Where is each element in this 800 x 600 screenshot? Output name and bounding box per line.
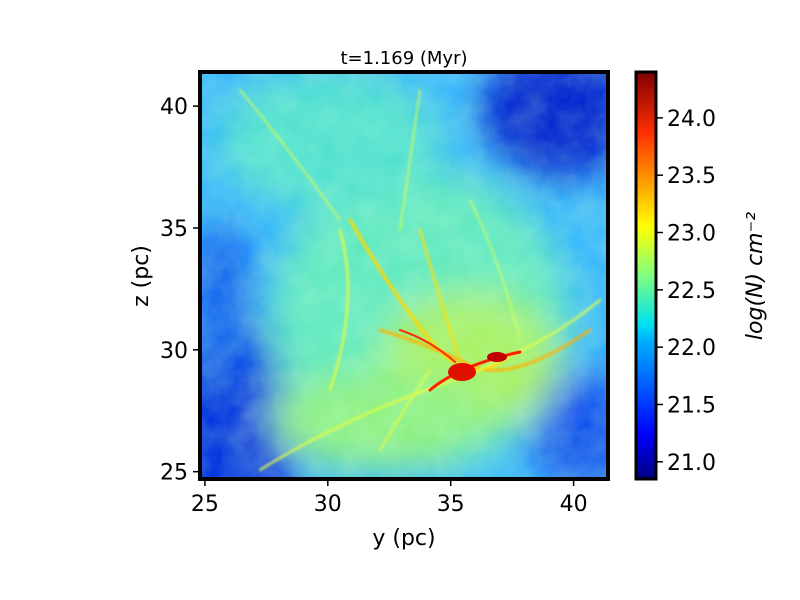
- colorbar: [636, 72, 656, 479]
- heatmap-image: [200, 72, 608, 479]
- chart-title: t=1.169 (Myr): [340, 48, 467, 69]
- colorbar-ticks: 21.0 21.5 22.0 22.5 23.0 23.5 24.0: [656, 107, 716, 476]
- plot-frame: [198, 70, 610, 481]
- y-tick-label: 30: [160, 339, 188, 364]
- colorbar-tick-label: 21.5: [667, 393, 716, 418]
- y-axis-label: z (pc): [129, 245, 154, 307]
- colorbar-tick-label: 22.5: [667, 279, 716, 304]
- x-tick-label: 25: [191, 492, 219, 517]
- colorbar-label: log(N) cm⁻²: [743, 212, 768, 340]
- dense-hub: [399, 329, 522, 392]
- x-tick-label: 40: [560, 492, 588, 517]
- x-axis-label: y (pc): [372, 526, 435, 551]
- x-tick-label: 35: [437, 492, 465, 517]
- y-tick-label: 25: [160, 461, 188, 486]
- x-tick-label: 30: [314, 492, 342, 517]
- colorbar-tick-label: 24.0: [667, 107, 716, 132]
- colorbar-frame: [634, 70, 658, 481]
- filaments: [239, 89, 601, 471]
- y-tick-label: 35: [160, 217, 188, 242]
- colorbar-tick-label: 23.0: [667, 222, 716, 247]
- colorbar-tick-label: 21.0: [667, 451, 716, 476]
- y-tick-label: 40: [160, 95, 188, 120]
- y-axis-ticks: 25 30 35 40: [160, 95, 200, 486]
- colorbar-tick-label: 22.0: [667, 336, 716, 361]
- x-axis-ticks: 25 30 35 40: [191, 479, 588, 517]
- colorbar-tick-label: 23.5: [667, 164, 716, 189]
